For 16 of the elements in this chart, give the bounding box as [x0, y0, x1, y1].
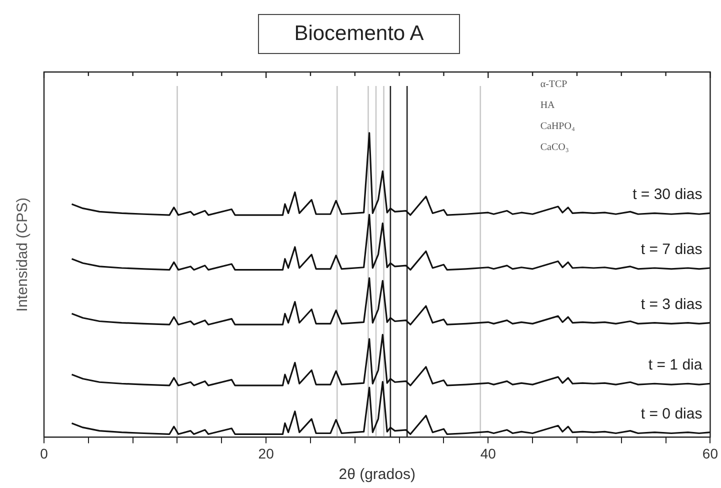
y-axis-title: Intensidad (CPS): [14, 197, 32, 312]
text: α-TCP: [540, 79, 568, 90]
x-tick-label: 0: [40, 445, 48, 462]
x-tick-label: 40: [480, 445, 496, 462]
annotation: CaCO₃: [540, 142, 569, 153]
series-label: t = 7 dias: [640, 240, 702, 258]
x-axis-title: 2θ (grados): [338, 466, 416, 484]
chart-title: Biocemento A: [258, 14, 460, 54]
text: HA: [540, 100, 556, 111]
series-label: t = 1 dia: [648, 356, 703, 374]
text: CaHPO₄: [540, 121, 576, 132]
series-label: t = 3 dias: [640, 296, 702, 313]
x-tick-label: 20: [258, 445, 274, 462]
series-label: t = 30 dias: [632, 186, 702, 204]
series-label: t = 0 dias: [640, 405, 702, 422]
x-tick-label: 60: [702, 445, 718, 462]
